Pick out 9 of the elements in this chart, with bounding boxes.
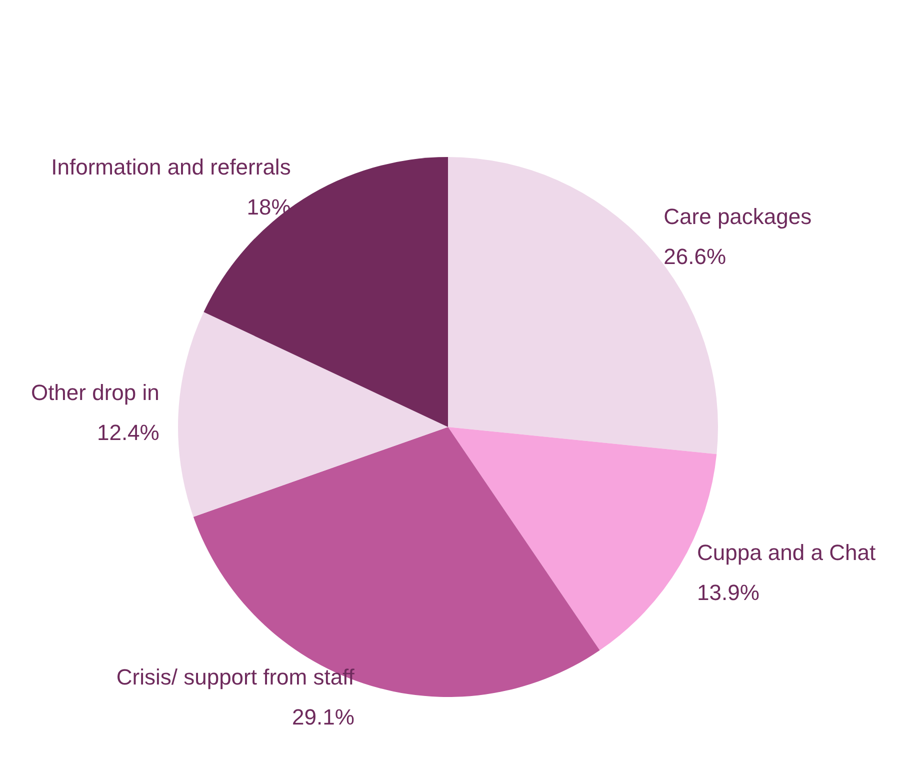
data-label: 29.1% xyxy=(292,704,354,730)
slice-label: Other drop in xyxy=(30,380,160,406)
data-label: 13.9% xyxy=(696,580,760,605)
slice-label: Crisis/ support from staff xyxy=(116,664,356,690)
slice-label: Cuppa and a Chat xyxy=(696,540,876,565)
data-label: 12.4% xyxy=(96,420,160,446)
data-label: 26.6% xyxy=(664,244,726,270)
slice-label: Care packages xyxy=(664,204,812,230)
slice-label: Information and referrals xyxy=(51,154,291,180)
